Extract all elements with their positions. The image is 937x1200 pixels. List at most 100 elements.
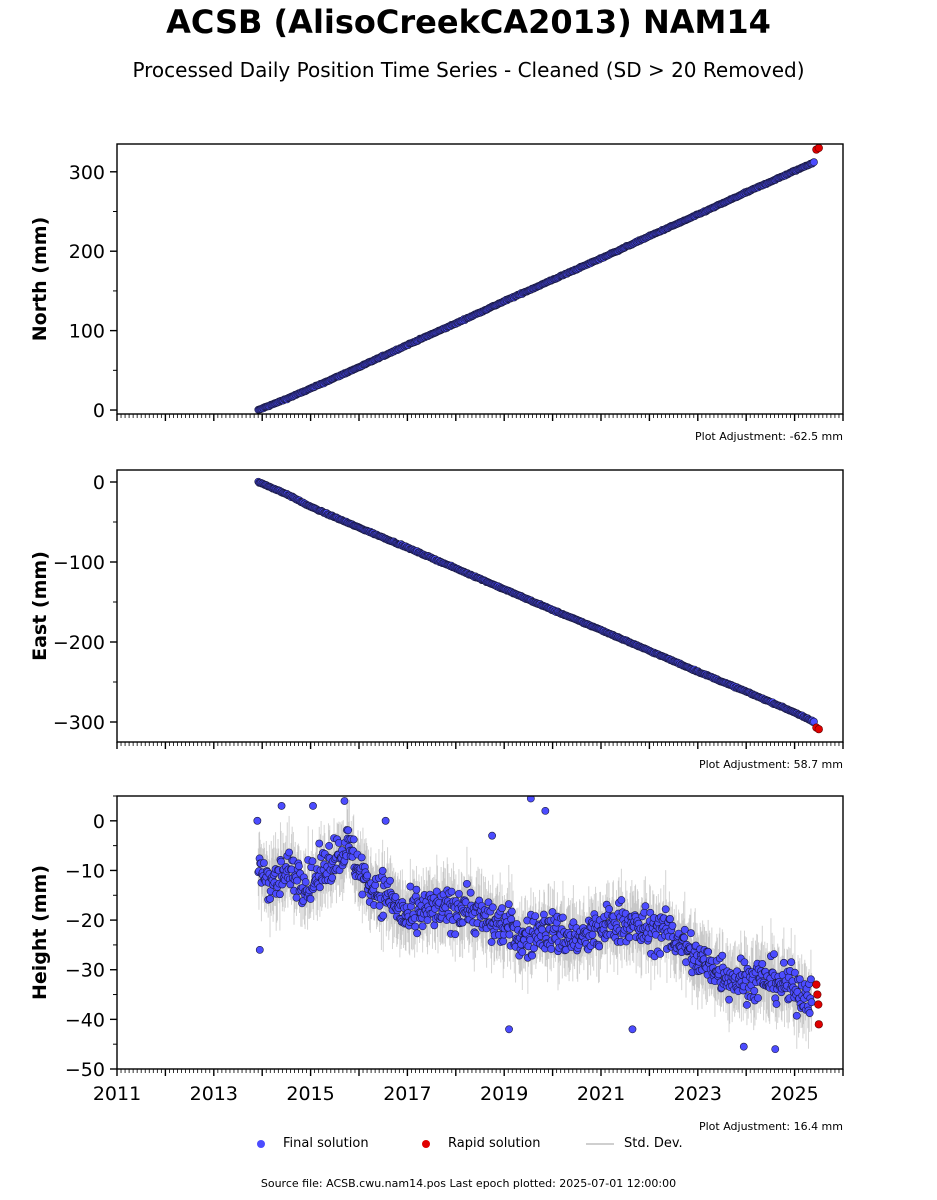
plot-adjustment: Plot Adjustment: 16.4 mm [699, 1120, 843, 1133]
final-solution-point [617, 896, 626, 904]
y-axis-label: Height (mm) [29, 865, 51, 1000]
final-solution-point [559, 913, 567, 922]
axes-frame [116, 143, 844, 415]
final-solution-point [406, 882, 415, 891]
final-solution-point [791, 968, 799, 977]
y-tick-label: −20 [65, 910, 105, 932]
final-solution-point [325, 841, 333, 850]
legend-rapid: Rapid solution [422, 1136, 540, 1151]
final-solution-point [447, 887, 456, 896]
final-solution-point [292, 893, 301, 902]
final-solution-point [412, 885, 421, 894]
plot-area-2 [253, 796, 823, 1054]
final-solution-point [687, 929, 695, 938]
final-solution-point [680, 925, 689, 934]
final-solution-point [758, 960, 767, 968]
final-solution-point [505, 930, 514, 939]
final-solution-point [349, 835, 358, 844]
final-solution-point [315, 883, 324, 892]
final-solution-point [295, 862, 303, 870]
final-solution-point [413, 929, 421, 938]
final-solution-point [507, 907, 516, 916]
final-solution-point [548, 908, 557, 916]
final-solution-point [499, 937, 508, 946]
final-solution-point [605, 905, 613, 913]
final-solution-point [357, 853, 366, 862]
final-solution-point [487, 938, 496, 946]
final-solution-point [344, 826, 353, 835]
x-tick-label: 2019 [480, 1083, 528, 1105]
final-solution-point [488, 903, 497, 912]
rapid-solution-point [814, 725, 823, 734]
final-solution-point [358, 890, 367, 899]
final-solution-point [423, 916, 432, 925]
final-solution-point [308, 857, 317, 866]
legend: Final solution Rapid solution Std. Dev. [0, 1136, 937, 1158]
rapid-solution-point [814, 1020, 823, 1029]
y-tick-label: 0 [93, 400, 105, 422]
final-solution-point [328, 873, 337, 882]
y-axis-label: North (mm) [29, 217, 51, 342]
final-solution-point [285, 848, 293, 857]
final-solution-point [754, 994, 762, 1002]
final-solution-point [461, 898, 470, 907]
final-solution-point [484, 898, 493, 907]
x-tick-label: 2013 [190, 1083, 238, 1105]
final-solution-point [750, 986, 759, 995]
final-solution-point [792, 1011, 801, 1020]
final-solution-point [277, 857, 285, 866]
x-tick-label: 2015 [286, 1083, 334, 1105]
x-tick-label: 2017 [383, 1083, 431, 1105]
final-solution-point [771, 1045, 780, 1054]
final-solution-point [463, 879, 471, 888]
y-tick-label: −100 [53, 552, 105, 574]
final-solution-point [770, 950, 778, 958]
legend-stddev: Std. Dev. [586, 1136, 683, 1151]
final-solution-point [375, 901, 384, 910]
final-solution-point [451, 930, 460, 939]
plot-adjustment: Plot Adjustment: -62.5 mm [695, 430, 843, 443]
plot-area-0 [254, 144, 823, 414]
final-solution-point [471, 929, 480, 938]
rapid-solution-point [814, 1000, 823, 1009]
final-solution-point [666, 915, 674, 923]
y-tick-label: 0 [93, 472, 105, 494]
y-axis-label: East (mm) [29, 551, 51, 661]
final-solution-point [810, 158, 818, 167]
final-solution-point [259, 859, 268, 867]
final-solution-point [628, 1025, 637, 1034]
final-solution-point [301, 878, 310, 886]
final-solution-point [656, 949, 665, 958]
final-solution-point [253, 816, 262, 825]
y-tick-label: −40 [65, 1009, 105, 1031]
rapid-solution-point [812, 980, 821, 989]
final-solution-point [309, 802, 317, 810]
final-solution-point [740, 958, 749, 967]
legend-final: Final solution [257, 1136, 369, 1151]
axes-frame [116, 469, 844, 743]
final-solution-point [386, 876, 394, 885]
final-solution-point [411, 922, 420, 931]
legend-final-marker [257, 1139, 265, 1148]
final-solution-point [588, 930, 597, 939]
final-solution-point [547, 945, 556, 953]
final-solution-point [526, 796, 535, 803]
y-tick-label: −50 [65, 1059, 105, 1081]
y-tick-label: 300 [69, 162, 105, 184]
final-solution-point [340, 797, 349, 805]
final-solution-point [379, 911, 388, 920]
final-solution-point [498, 904, 506, 913]
final-solution-point [455, 889, 463, 898]
final-solution-point [466, 888, 475, 897]
final-solution-point [807, 998, 816, 1007]
final-solution-point [391, 893, 400, 901]
final-solution-point [504, 900, 513, 909]
chart-title: ACSB (AlisoCreekCA2013) NAM14 [166, 3, 771, 41]
legend-final-label: Final solution [283, 1136, 369, 1151]
chart-subtitle: Processed Daily Position Time Series - C… [132, 58, 805, 82]
final-solution-point [266, 894, 274, 903]
final-solution-point [315, 839, 324, 848]
final-solution-point [625, 933, 634, 942]
final-solution-point [518, 948, 527, 956]
